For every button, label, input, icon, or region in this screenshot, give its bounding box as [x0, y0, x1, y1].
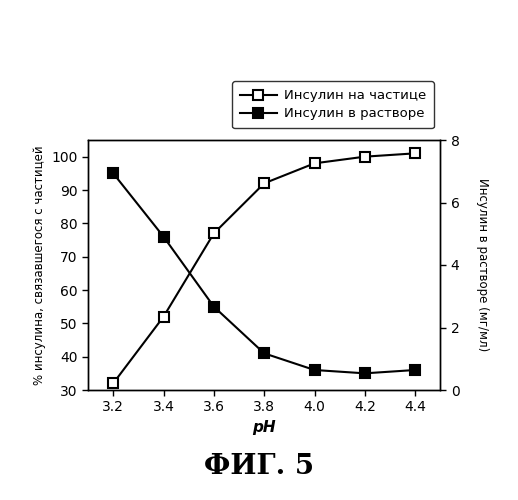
Инсулин на частице	[311, 160, 318, 166]
Инсулин в растворе	[412, 367, 418, 373]
Инсулин на частице	[362, 154, 368, 160]
Инсулин в растворе	[261, 350, 267, 356]
Инсулин в растворе	[311, 367, 318, 373]
X-axis label: pH: pH	[252, 420, 276, 435]
Инсулин на частице	[261, 180, 267, 186]
Инсулин в растворе	[110, 170, 117, 176]
Y-axis label: % инсулина, связавшегося с частицей: % инсулина, связавшегося с частицей	[33, 145, 46, 385]
Line: Инсулин на частице: Инсулин на частице	[108, 148, 420, 388]
Инсулин на частице	[211, 230, 217, 236]
Инсулин на частице	[161, 314, 167, 320]
Text: ФИГ. 5: ФИГ. 5	[204, 453, 314, 480]
Инсулин в растворе	[362, 370, 368, 376]
Line: Инсулин в растворе: Инсулин в растворе	[108, 168, 420, 378]
Legend: Инсулин на частице, Инсулин в растворе: Инсулин на частице, Инсулин в растворе	[232, 82, 434, 128]
Y-axis label: Инсулин в растворе (мг/мл): Инсулин в растворе (мг/мл)	[476, 178, 490, 352]
Инсулин на частице	[412, 150, 418, 156]
Инсулин на частице	[110, 380, 117, 386]
Инсулин в растворе	[161, 234, 167, 239]
Инсулин в растворе	[211, 304, 217, 310]
